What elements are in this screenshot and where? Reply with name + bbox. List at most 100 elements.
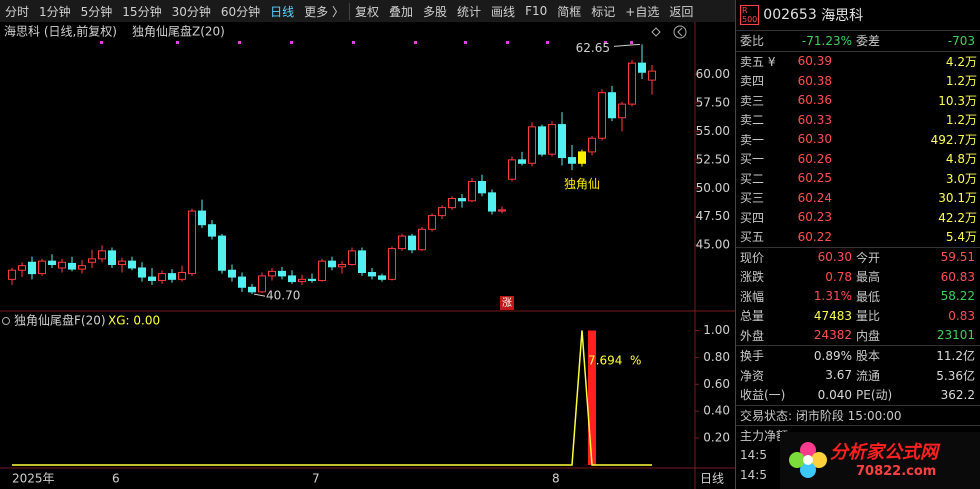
toolbar: 分时 1分钟 5分钟 15分钟 30分钟 60分钟 日线 更多 〉复权 叠加 多股 统计 画线 F10 简… xyxy=(0,0,735,23)
candle-body xyxy=(328,260,336,268)
candle-body xyxy=(288,275,296,283)
cell: 最低 xyxy=(856,289,881,304)
low-pointer xyxy=(253,293,266,297)
period-tab[interactable]: 1分钟 xyxy=(39,4,71,19)
candle-body xyxy=(448,198,456,209)
toolbar-button[interactable]: 叠加 xyxy=(389,4,414,19)
quote-stats: 现价 60.30 今开 59.51 涨跌 0.78 最高 60.83 涨幅 1.31% 最低 58.2… xyxy=(736,248,980,346)
book-row: 买五 60.22 5.4万 xyxy=(736,227,980,247)
cell: 卖三 xyxy=(740,93,765,108)
finance-stats: 换手 0.89% 股本 11.2亿 净资 3.67 流通 5.36亿 收益(一) 0.040 PE(… xyxy=(736,346,980,406)
cell: 委差 xyxy=(856,34,881,49)
market-badge: R 500 xyxy=(740,5,760,25)
cell: 4.2万 xyxy=(945,54,977,69)
candle-body xyxy=(388,248,396,280)
toolbar-button[interactable]: 标记 xyxy=(591,4,616,19)
quote-row: 现价 60.30 今开 59.51 xyxy=(736,248,980,268)
quote-row: 外盘 24382 内盘 23101 xyxy=(736,326,980,346)
cell: 0.040 xyxy=(817,387,852,402)
finance-row: 收益(一) 0.040 PE(动) 362.2 xyxy=(736,385,980,405)
cell: 买一 xyxy=(740,152,765,167)
cell: 60.36 xyxy=(797,93,832,108)
cell: 换手 xyxy=(740,349,765,364)
cell: 股本 xyxy=(856,349,881,364)
candle-body xyxy=(428,215,436,230)
toolbar-button[interactable]: 统计 xyxy=(457,4,482,19)
watermark-url: 70822.com xyxy=(856,464,937,479)
cell: 47483 xyxy=(813,308,852,323)
y-tick-label: 1.00 xyxy=(703,323,730,337)
tick-time: 14:5 xyxy=(740,448,767,463)
candle-body xyxy=(488,192,496,212)
candle-body xyxy=(568,157,576,164)
period-tab[interactable]: 更多 〉 xyxy=(304,4,344,19)
period-tab[interactable]: 分时 xyxy=(5,4,30,19)
cell: 内盘 xyxy=(856,328,881,343)
candle-body xyxy=(588,137,596,153)
candle-body xyxy=(68,262,76,270)
candle-body xyxy=(418,228,426,251)
cell: 60.30 xyxy=(797,132,832,147)
book-row: 卖三 60.36 10.3万 xyxy=(736,91,980,111)
cell: -71.23% xyxy=(801,33,852,48)
candle-body xyxy=(148,276,156,281)
x-tick-label: 8 xyxy=(552,472,560,486)
toolbar-button[interactable]: F10 xyxy=(525,4,548,18)
book-row: 买三 60.24 30.1万 xyxy=(736,188,980,208)
ratio-row: 委比 -71.23% 委差 -703 xyxy=(736,31,980,51)
candle-body xyxy=(458,198,466,202)
y-tick-label: 47.50 xyxy=(696,209,730,223)
indicator-title: 独角仙尾盘Z(20) xyxy=(132,24,225,39)
cell: 60.30 xyxy=(817,250,852,265)
period-tab[interactable]: 5分钟 xyxy=(80,4,113,19)
period-tab[interactable]: 15分钟 xyxy=(122,4,162,19)
cell: 买二 xyxy=(740,171,765,186)
diamond-icon[interactable] xyxy=(651,27,661,37)
toolbar-button[interactable]: 画线 xyxy=(491,4,516,19)
nav-button[interactable] xyxy=(673,25,687,39)
high-pointer xyxy=(613,43,641,47)
period-tab[interactable]: 日线 xyxy=(270,4,295,19)
cell: 60.33 xyxy=(797,112,832,127)
candle-body xyxy=(468,180,476,202)
cell: 60.23 xyxy=(797,210,832,225)
candle-body xyxy=(108,250,116,266)
book-row: 卖二 60.33 1.2万 xyxy=(736,110,980,130)
candle-body xyxy=(548,124,556,155)
candle-body xyxy=(38,260,46,275)
book-row: 卖五 ¥ 60.39 4.2万 xyxy=(736,52,980,72)
book-row: 卖一 60.30 492.7万 xyxy=(736,130,980,150)
candle-body xyxy=(318,260,326,281)
candle-body xyxy=(198,210,206,226)
cell: 0.78 xyxy=(825,269,852,284)
candle-body xyxy=(598,92,606,139)
period-label: 日线 xyxy=(700,472,724,486)
chart-title: 海思科 (日线,前复权) xyxy=(4,24,117,39)
toolbar-button[interactable]: +自选 xyxy=(625,4,660,19)
cell: 11.2亿 xyxy=(936,349,975,364)
candle-body xyxy=(498,209,506,212)
cell: 卖一 xyxy=(740,132,765,147)
candle-body xyxy=(398,235,406,250)
toolbar-button[interactable]: 返回 xyxy=(669,4,694,19)
candle-body xyxy=(238,276,246,288)
candle-body xyxy=(408,235,416,251)
quote-row: 总量 47483 量比 0.83 xyxy=(736,306,980,326)
x-tick-label: 7 xyxy=(312,472,320,486)
cell: 卖二 xyxy=(740,113,765,128)
candle-body xyxy=(378,275,386,280)
period-tab[interactable]: 60分钟 xyxy=(220,4,261,19)
period-tab[interactable]: 30分钟 xyxy=(171,4,211,19)
toolbar-button[interactable]: 简框 xyxy=(557,4,582,19)
low-label: 40.70 xyxy=(266,289,300,303)
toolbar-button[interactable]: 多股 xyxy=(423,4,448,19)
y-tick-label: 57.50 xyxy=(696,95,730,109)
quote-row: 涨跌 0.78 最高 60.83 xyxy=(736,267,980,287)
watermark-logo xyxy=(789,442,827,478)
toolbar-button[interactable]: 复权 xyxy=(348,2,384,20)
main-flow: 主力净额 xyxy=(740,429,789,444)
cell: 买四 xyxy=(740,210,765,225)
stock-header: R 500 002653 海思科 xyxy=(736,0,980,31)
settings-icon[interactable] xyxy=(2,317,10,325)
cell: 卖五 ¥ xyxy=(740,54,776,69)
